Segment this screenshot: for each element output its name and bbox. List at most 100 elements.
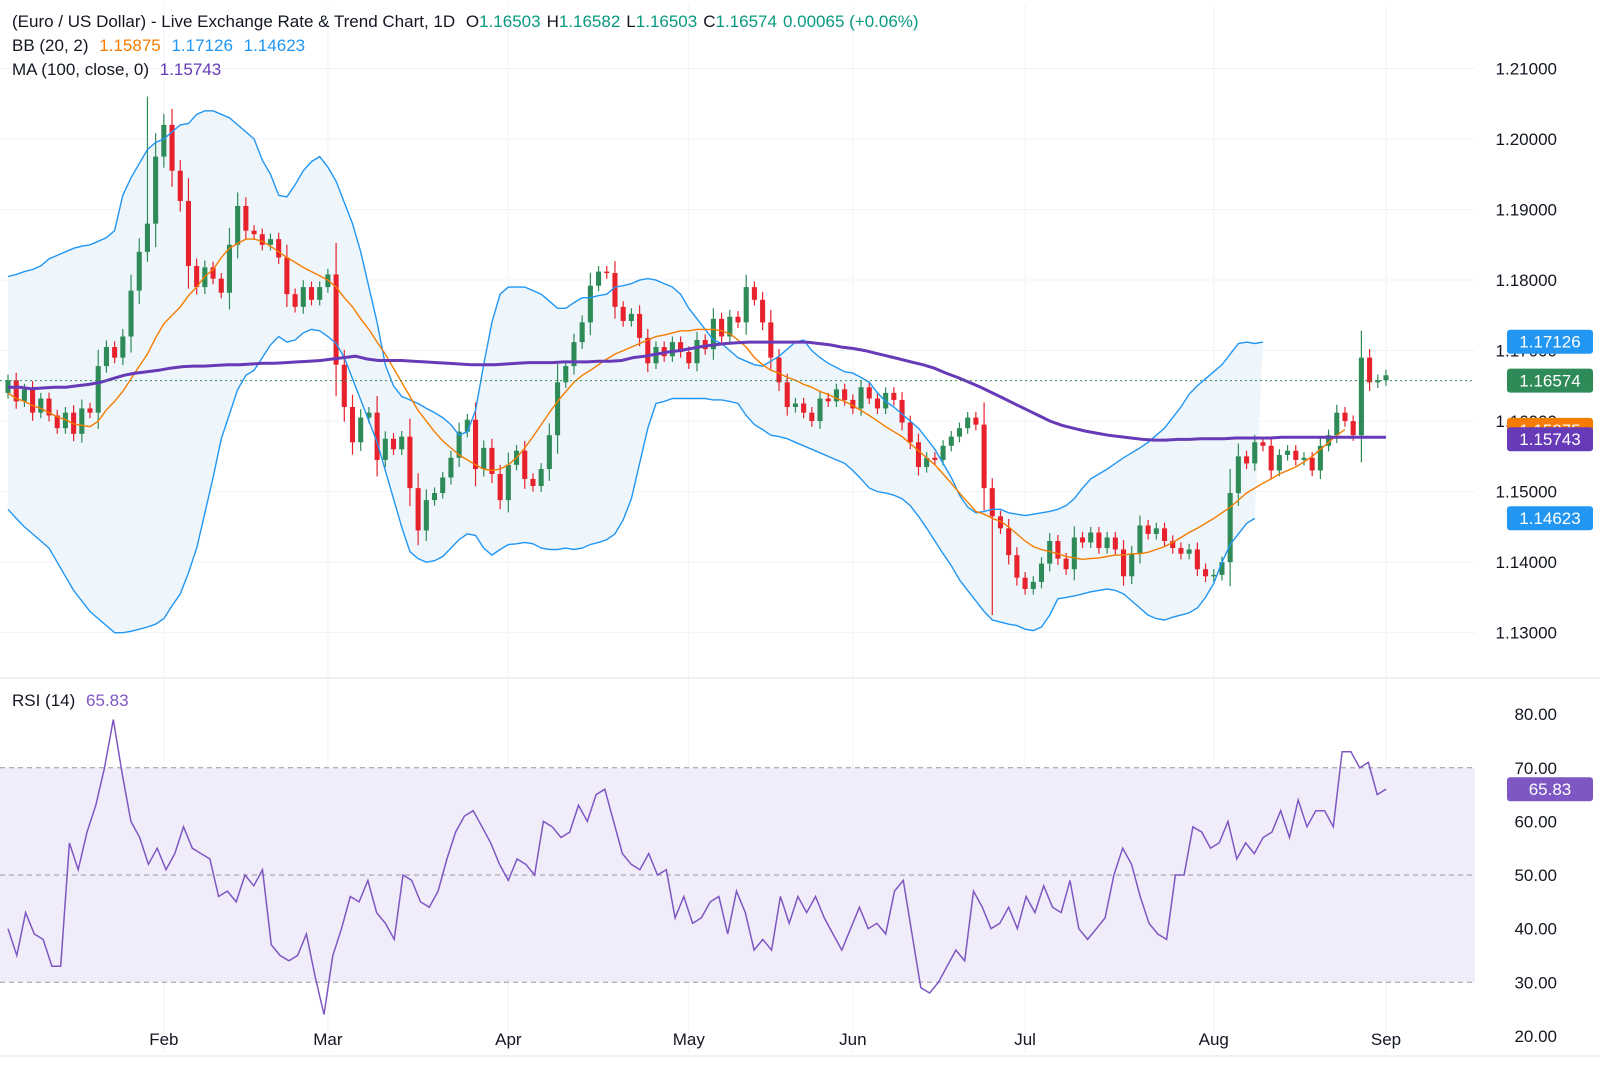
- candle[interactable]: [694, 331, 700, 372]
- candle[interactable]: [349, 394, 356, 455]
- candle[interactable]: [54, 409, 60, 434]
- candle[interactable]: [956, 422, 963, 443]
- candle[interactable]: [628, 308, 634, 327]
- candle[interactable]: [276, 232, 282, 264]
- candle[interactable]: [530, 473, 536, 492]
- candle[interactable]: [38, 392, 44, 419]
- candle[interactable]: [317, 281, 323, 306]
- candle[interactable]: [1112, 531, 1118, 556]
- candle[interactable]: [259, 228, 265, 251]
- candle[interactable]: [801, 397, 807, 419]
- candle[interactable]: [850, 394, 856, 415]
- candle[interactable]: [571, 333, 577, 375]
- candle[interactable]: [784, 373, 790, 416]
- candle[interactable]: [1383, 369, 1389, 386]
- candle[interactable]: [825, 392, 831, 407]
- candle[interactable]: [505, 452, 511, 513]
- candle[interactable]: [415, 473, 421, 546]
- candle[interactable]: [948, 430, 954, 452]
- candle[interactable]: [604, 265, 610, 279]
- candle[interactable]: [87, 402, 93, 419]
- candle[interactable]: [185, 178, 191, 289]
- candle[interactable]: [587, 272, 593, 336]
- candle[interactable]: [1022, 572, 1028, 595]
- candle[interactable]: [407, 418, 413, 507]
- candle[interactable]: [1301, 452, 1307, 466]
- candle[interactable]: [546, 423, 552, 481]
- candle[interactable]: [243, 197, 249, 240]
- candle[interactable]: [563, 360, 569, 388]
- candle[interactable]: [612, 261, 618, 319]
- candle[interactable]: [866, 381, 872, 405]
- candle[interactable]: [423, 489, 429, 542]
- candle[interactable]: [382, 431, 388, 468]
- candle[interactable]: [103, 340, 109, 373]
- candle[interactable]: [1186, 543, 1192, 560]
- candle[interactable]: [1317, 437, 1323, 480]
- candle[interactable]: [620, 301, 626, 327]
- candle[interactable]: [973, 411, 979, 431]
- candle[interactable]: [1367, 348, 1373, 391]
- candle[interactable]: [579, 315, 585, 350]
- candle[interactable]: [112, 341, 118, 364]
- candle[interactable]: [940, 440, 946, 466]
- candle[interactable]: [555, 363, 561, 454]
- candle[interactable]: [1038, 557, 1045, 589]
- candle[interactable]: [1170, 535, 1176, 554]
- candle[interactable]: [1244, 450, 1250, 470]
- candle[interactable]: [169, 108, 175, 187]
- candle[interactable]: [645, 328, 651, 373]
- candle[interactable]: [1194, 542, 1200, 577]
- candle[interactable]: [981, 402, 987, 511]
- candle[interactable]: [308, 281, 315, 306]
- candle[interactable]: [735, 311, 741, 329]
- candle[interactable]: [538, 463, 544, 492]
- candle[interactable]: [1030, 576, 1036, 595]
- candle[interactable]: [489, 438, 495, 484]
- candle[interactable]: [300, 280, 306, 314]
- bb-legend[interactable]: BB (20, 2) 1.15875 1.17126 1.14623: [12, 36, 311, 56]
- candle[interactable]: [464, 414, 470, 438]
- candle[interactable]: [809, 407, 815, 427]
- candle[interactable]: [1096, 526, 1102, 554]
- candle[interactable]: [144, 96, 150, 262]
- candle[interactable]: [1293, 445, 1299, 466]
- candle[interactable]: [1342, 407, 1348, 427]
- candle[interactable]: [792, 397, 798, 413]
- candle[interactable]: [1120, 540, 1127, 586]
- candle[interactable]: [1252, 434, 1258, 471]
- candle[interactable]: [1358, 330, 1364, 463]
- candle[interactable]: [1153, 522, 1159, 540]
- candle[interactable]: [965, 411, 971, 434]
- candle[interactable]: [1129, 545, 1135, 585]
- candle[interactable]: [79, 399, 85, 443]
- candle[interactable]: [751, 281, 757, 306]
- candle[interactable]: [341, 349, 347, 422]
- candle[interactable]: [95, 349, 101, 429]
- candle[interactable]: [267, 233, 274, 251]
- candle[interactable]: [333, 242, 339, 397]
- candle[interactable]: [874, 392, 880, 415]
- candle[interactable]: [1079, 531, 1086, 549]
- candle[interactable]: [46, 392, 52, 422]
- candle[interactable]: [1088, 526, 1094, 549]
- candle[interactable]: [1235, 443, 1241, 506]
- candle[interactable]: [637, 305, 643, 347]
- candle[interactable]: [817, 390, 823, 430]
- candle[interactable]: [678, 336, 684, 358]
- candle[interactable]: [768, 310, 774, 370]
- candle[interactable]: [719, 312, 725, 343]
- candle[interactable]: [481, 440, 487, 477]
- candle[interactable]: [13, 372, 19, 409]
- candle[interactable]: [924, 452, 930, 473]
- candle[interactable]: [669, 336, 675, 362]
- candle[interactable]: [1145, 519, 1151, 540]
- candle[interactable]: [1276, 449, 1282, 477]
- candle[interactable]: [891, 387, 897, 406]
- candle[interactable]: [153, 133, 159, 248]
- candle[interactable]: [284, 244, 290, 307]
- candle[interactable]: [1014, 547, 1020, 586]
- candle[interactable]: [226, 228, 233, 310]
- time-axis[interactable]: Feb Mar Apr May Jun Jul Aug Sep: [149, 1030, 1401, 1049]
